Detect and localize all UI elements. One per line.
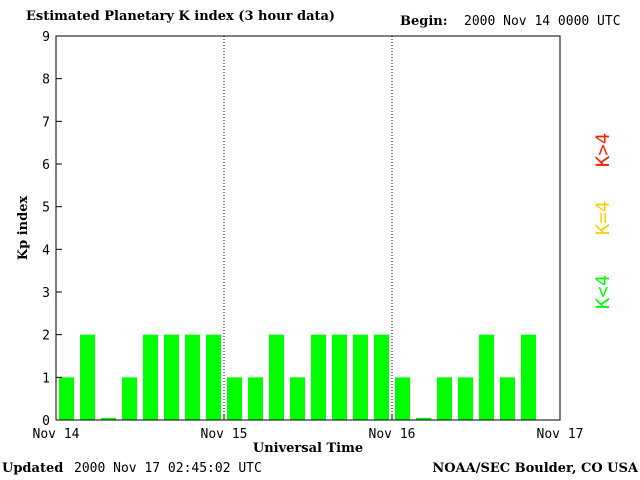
kp-bars: [59, 334, 536, 420]
y-tick-label: 9: [42, 30, 50, 45]
x-axis-ticks: Nov 14 Nov 15 Nov 16 Nov 17: [33, 414, 584, 442]
kp-bar: [206, 334, 221, 420]
updated-label: Updated: [2, 461, 64, 476]
y-tick-label: 3: [42, 286, 50, 301]
x-tick-label: Nov 14: [33, 427, 80, 442]
kp-bar: [521, 334, 536, 420]
kp-bar: [80, 334, 95, 420]
y-tick-label: 8: [42, 73, 50, 88]
kp-bar: [269, 334, 284, 420]
kp-bar: [332, 334, 347, 420]
y-tick-label: 7: [42, 115, 50, 130]
day-divider-lines: [223, 36, 393, 420]
y-axis-ticks: 0 1 2 3 4 5 6 7 8 9: [42, 30, 62, 429]
kp-bar: [416, 417, 431, 420]
kp-bar: [374, 334, 389, 420]
kp-bar: [290, 377, 305, 420]
y-tick-label: 4: [42, 243, 50, 258]
kp-bar: [101, 417, 116, 420]
kp-bar: [227, 377, 242, 420]
kp-bar: [143, 334, 158, 420]
kp-bar: [437, 377, 452, 420]
y-tick-label: 1: [42, 371, 50, 386]
y-tick-label: 6: [42, 158, 50, 173]
plot-frame: [55, 35, 561, 421]
y-tick-label: 0: [42, 414, 50, 429]
begin-label: Begin:: [400, 14, 448, 29]
kp-bar: [353, 334, 368, 420]
updated-value: 2000 Nov 17 02:45:02 UTC: [74, 461, 262, 476]
y-tick-label: 5: [42, 201, 50, 216]
legend-k-greater-4: K>4: [592, 133, 614, 167]
chart-title: Estimated Planetary K index (3 hour data…: [26, 9, 336, 24]
x-axis-title: Universal Time: [253, 441, 363, 456]
kp-bar: [59, 377, 74, 420]
kp-bar: [311, 334, 326, 420]
x-tick-label: Nov 16: [369, 427, 416, 442]
kp-bar: [458, 377, 473, 420]
y-tick-label: 2: [42, 329, 50, 344]
begin-value: 2000 Nov 14 0000 UTC: [464, 14, 621, 29]
x-tick-label: Nov 17: [537, 427, 584, 442]
legend-k-equal-4: K=4: [592, 201, 614, 235]
kp-bar: [185, 334, 200, 420]
kp-bar: [500, 377, 515, 420]
kp-bar: [248, 377, 263, 420]
x-tick-label: Nov 15: [201, 427, 248, 442]
kp-bar: [479, 334, 494, 420]
kp-bar: [395, 377, 410, 420]
legend-k-less-4: K<4: [592, 275, 614, 309]
kp-bar: [164, 334, 179, 420]
y-axis-title: Kp index: [16, 196, 31, 261]
credit-line: NOAA/SEC Boulder, CO USA: [432, 461, 638, 476]
kp-bar: [122, 377, 137, 420]
